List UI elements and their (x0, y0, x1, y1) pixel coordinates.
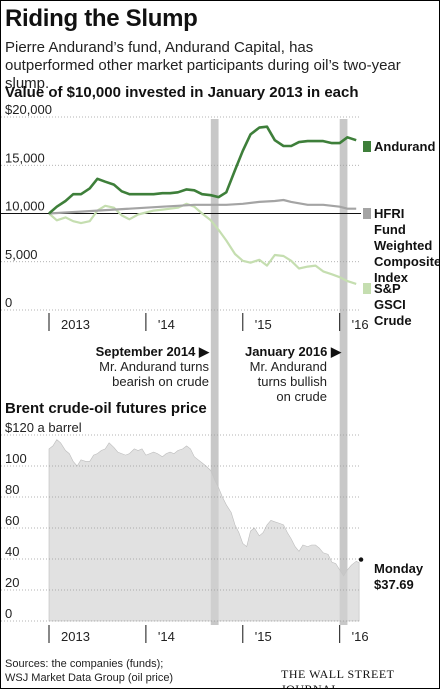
source-line: Sources: the companies (funds); (5, 658, 164, 670)
series-line-sp-gsci-crude (48, 202, 357, 285)
panel1-xtick-label: 2013 (61, 317, 90, 332)
legend-gsci-label: S&P GSCI Crude (374, 281, 412, 328)
series-line-andurand (48, 125, 357, 215)
chart-title: Riding the Slump (5, 5, 198, 32)
shaded-period-band (210, 435, 219, 625)
legend-hfri-label: HFRI Fund Weighted Composite Index (374, 206, 440, 285)
brent-end-day: Monday (374, 561, 424, 576)
panel2-ytick-label: 100 (5, 451, 27, 466)
annotation-jan-2016-line: Mr. Andurand (249, 359, 327, 374)
panel2-xtick-label: '16 (352, 629, 369, 644)
panel1-title: Value of $10,000 invested in January 201… (5, 84, 359, 101)
panel2-ytick-label: 60 (5, 513, 19, 528)
brent-area (48, 439, 360, 622)
annotation-jan-2016-marker-icon: ▶ (331, 344, 341, 359)
panel2-xtick-label: '15 (255, 629, 272, 644)
panel1-ytick-label: 15,000 (5, 150, 45, 165)
publisher-logo: THE WALL STREET JOURNAL. (281, 667, 395, 689)
panel2-title: Brent crude-oil futures price (5, 400, 207, 417)
annotation-jan-2016-line: on crude (276, 389, 327, 404)
panel1-xtick-label: '14 (158, 317, 175, 332)
panel2-ytick-label: 40 (5, 544, 19, 559)
legend-andurand-label: Andurand (374, 139, 436, 154)
brent-end-value: $37.69 (374, 577, 414, 592)
legend-swatch-sp-gsci-crude (363, 283, 371, 294)
source-note: Sources: the companies (funds); WSJ Mark… (5, 657, 173, 685)
annotation-sept-2014-date: September 2014 (95, 344, 196, 359)
panel2-xtick-label: 2013 (61, 629, 90, 644)
panel1-xtick-label: '15 (255, 317, 272, 332)
brent-end-label: Monday $37.69 (374, 561, 423, 593)
source-line: WSJ Market Data Group (oil price) (5, 672, 174, 684)
annotation-sept-2014-line: Mr. Andurand turns (99, 359, 209, 374)
annotation-sept-2014-marker-icon: ▶ (199, 344, 209, 359)
panel1-xtick-label: '16 (352, 317, 369, 332)
legend-swatch-hfri (363, 208, 371, 219)
annotation-sept-2014: September 2014 ▶ Mr. Andurand turns bear… (79, 344, 209, 389)
panel2-ytick-label: $120 a barrel (5, 420, 82, 435)
annotation-jan-2016-line: turns bullish (257, 374, 327, 389)
panel1-ytick-label: 0 (5, 295, 12, 310)
panel1-ytick-label: 10,000 (5, 199, 45, 214)
panel2-ytick-label: 0 (5, 606, 12, 621)
panel2-xtick-label: '14 (158, 629, 175, 644)
chart-subtitle: Pierre Andurand’s fund, Andurand Capital… (5, 39, 401, 92)
brent-end-marker (358, 557, 364, 562)
shaded-period-band (339, 119, 348, 625)
annotation-jan-2016: January 2016 ▶ Mr. Andurand turns bullis… (231, 344, 341, 404)
annotation-jan-2016-date: January 2016 (244, 344, 328, 359)
panel1-ytick-label: 5,000 (5, 247, 38, 262)
shaded-period-band (339, 435, 348, 625)
annotation-sept-2014-line: bearish on crude (112, 374, 209, 389)
legend-swatch-andurand (363, 141, 371, 152)
panel1-ytick-label: $20,000 (5, 102, 52, 117)
panel2-ytick-label: 80 (5, 482, 19, 497)
panel2-ytick-label: 20 (5, 575, 19, 590)
series-line-hfri (48, 198, 357, 215)
shaded-period-band (210, 119, 219, 625)
